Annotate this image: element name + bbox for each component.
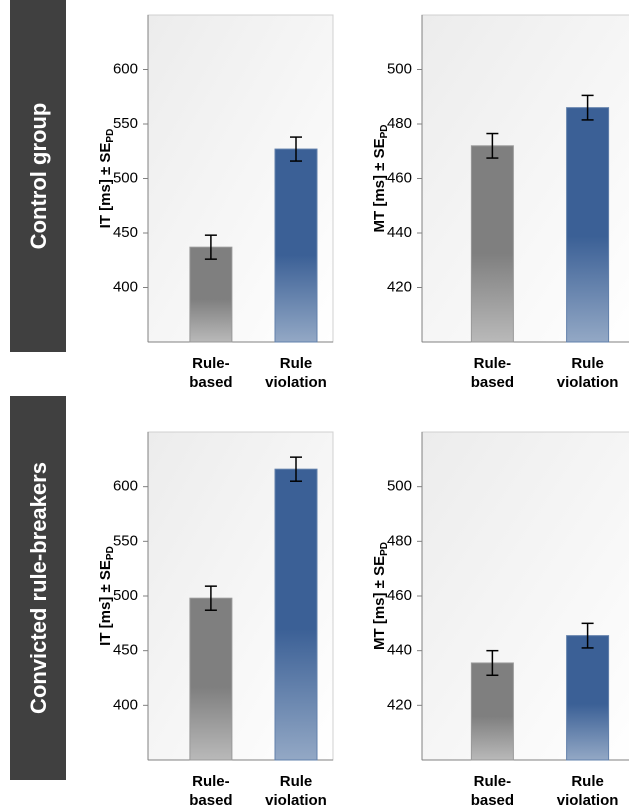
- y-axis-label-main: IT [ms] ± SE: [97, 560, 114, 646]
- bar: [189, 246, 233, 343]
- x-tick-label: Rule: [280, 773, 313, 790]
- row-label: Control group: [26, 103, 51, 250]
- x-tick-label: violation: [265, 792, 327, 809]
- y-tick-label: 500: [387, 478, 412, 495]
- bar: [566, 635, 610, 761]
- y-tick-label: 420: [387, 696, 412, 713]
- y-tick-label: 480: [387, 532, 412, 549]
- x-tick-label: Rule: [571, 355, 604, 372]
- y-axis-label-sub: PD: [379, 125, 390, 139]
- y-axis-label-main: IT [ms] ± SE: [97, 143, 114, 229]
- x-tick-label: Rule: [571, 773, 604, 790]
- x-tick-label: Rule-: [192, 773, 230, 790]
- y-tick-label: 460: [387, 587, 412, 604]
- x-tick-label: Rule-: [192, 355, 230, 372]
- error-bar: [204, 234, 217, 260]
- x-tick-label: Rule-: [474, 773, 512, 790]
- row-label-box: [10, 396, 66, 780]
- x-tick-label: based: [189, 374, 232, 391]
- bar: [189, 597, 233, 761]
- x-tick-label: based: [471, 792, 514, 809]
- y-tick-label: 500: [113, 587, 138, 604]
- bar: [274, 468, 318, 761]
- y-axis-label: IT [ms] ± SEPD: [97, 129, 116, 229]
- y-tick-label: 460: [387, 169, 412, 186]
- y-axis-label-main: MT [ms] ± SE: [371, 138, 388, 232]
- y-tick-label: 450: [113, 642, 138, 659]
- y-tick-label: 440: [387, 642, 412, 659]
- row-label: Convicted rule-breakers: [26, 462, 51, 714]
- y-tick-label: 600: [113, 478, 138, 495]
- error-bar: [290, 136, 302, 162]
- x-tick-label: violation: [265, 374, 327, 391]
- bar: [566, 107, 610, 343]
- y-tick-label: 550: [113, 115, 138, 132]
- x-tick-label: Rule-: [474, 355, 512, 372]
- y-tick-label: 500: [113, 169, 138, 186]
- error-bar: [581, 94, 594, 121]
- y-tick-label: 550: [113, 532, 138, 549]
- y-tick-label: 420: [387, 278, 412, 295]
- y-tick-label: 480: [387, 115, 412, 132]
- error-bar: [290, 456, 302, 482]
- x-tick-label: violation: [557, 792, 619, 809]
- error-bar: [486, 649, 499, 677]
- bar: [470, 145, 514, 343]
- y-axis-label: IT [ms] ± SEPD: [97, 546, 116, 646]
- error-bar: [204, 585, 217, 611]
- y-axis-label: MT [ms] ± SEPD: [371, 542, 390, 650]
- y-tick-label: 400: [113, 696, 138, 713]
- y-tick-label: 400: [113, 278, 138, 295]
- x-tick-label: based: [471, 374, 514, 391]
- x-tick-label: based: [189, 792, 232, 809]
- x-tick-label: Rule: [280, 355, 313, 372]
- y-tick-label: 600: [113, 60, 138, 77]
- y-tick-label: 440: [387, 224, 412, 241]
- y-tick-label: 450: [113, 224, 138, 241]
- y-axis-label-sub: PD: [105, 129, 116, 143]
- y-axis-label-sub: PD: [379, 542, 390, 556]
- error-bar: [486, 132, 499, 159]
- y-axis-label-main: MT [ms] ± SE: [371, 556, 388, 650]
- error-bar: [581, 622, 594, 649]
- y-axis-label-sub: PD: [105, 546, 116, 560]
- row-label-box: [10, 0, 66, 352]
- y-axis-label: MT [ms] ± SEPD: [371, 125, 390, 233]
- x-tick-label: violation: [557, 374, 619, 391]
- y-tick-label: 500: [387, 60, 412, 77]
- bar: [274, 148, 318, 343]
- bar: [470, 662, 514, 761]
